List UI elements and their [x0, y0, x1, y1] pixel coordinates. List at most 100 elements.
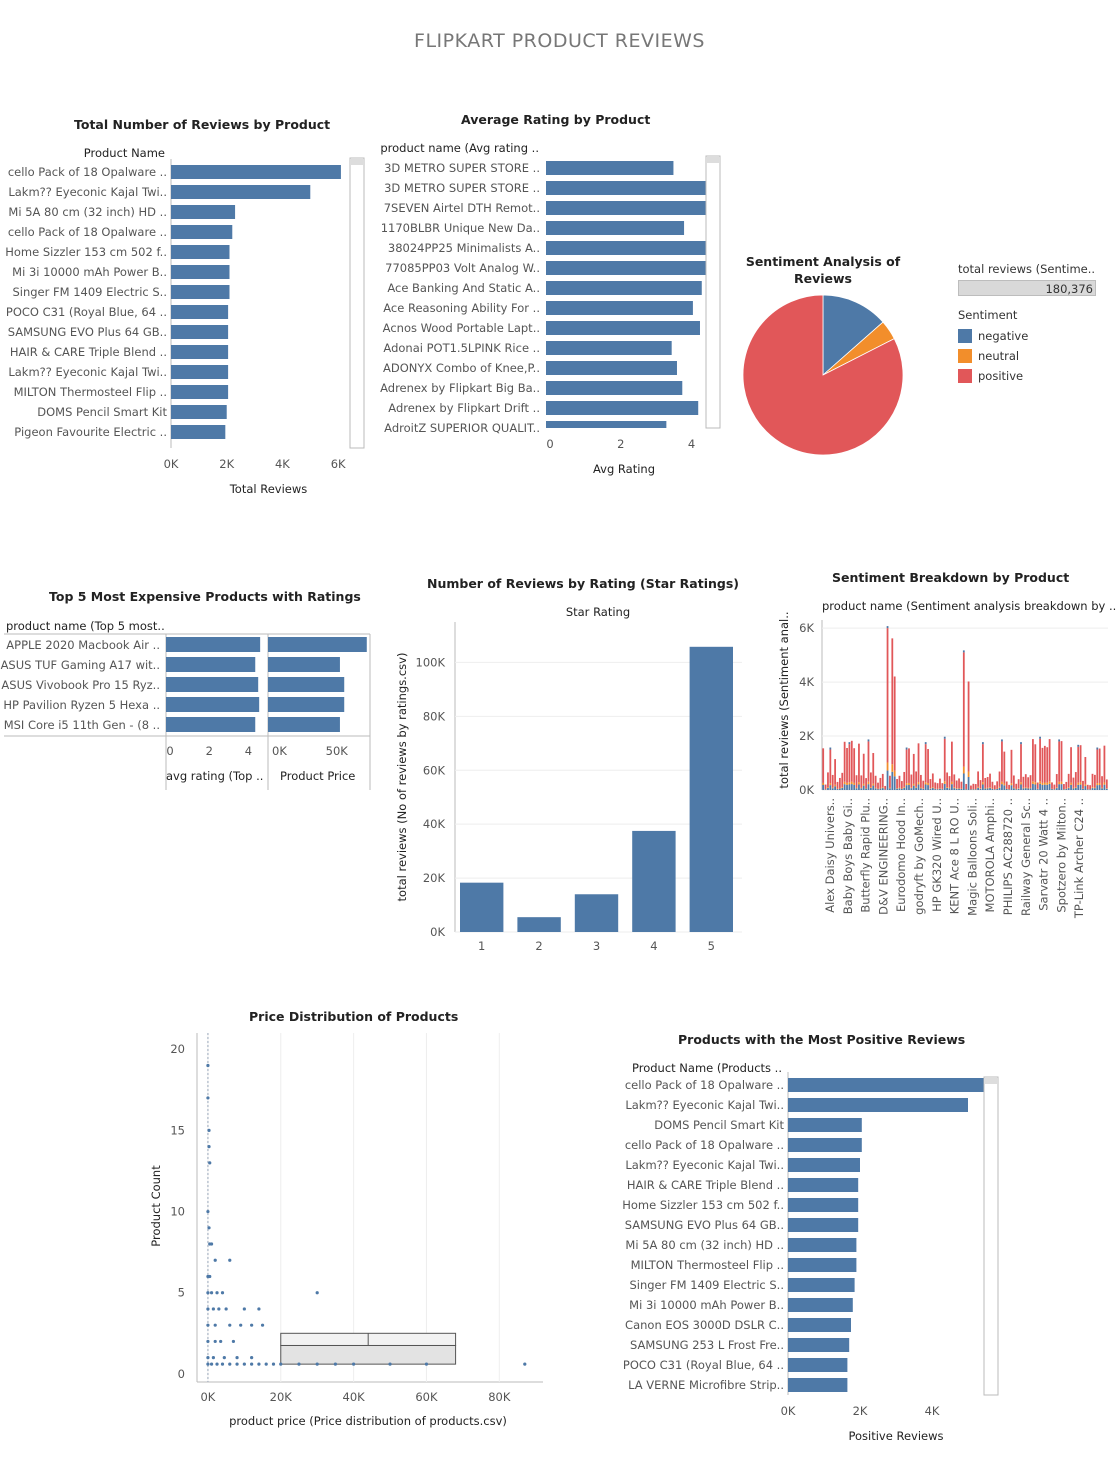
breakdown-bar-neutral	[912, 783, 915, 786]
breakdown-bar-positive	[824, 784, 827, 790]
breakdown-bar-neutral	[858, 782, 860, 785]
breakdown-bar-positive	[972, 783, 975, 789]
price-point	[208, 1161, 212, 1165]
breakdown-bar-negative	[1020, 784, 1022, 790]
total-reviews-x-tick-label: 6K	[331, 457, 346, 471]
star-y-tick-label: 100K	[416, 655, 446, 669]
avg-rating-bar	[546, 201, 709, 215]
breakdown-bar-neutral	[967, 771, 970, 777]
breakdown-bar-neutral	[881, 787, 884, 789]
breakdown-bar-negative	[1079, 784, 1082, 790]
total-reviews-bar	[171, 285, 230, 299]
breakdown-bar-negative	[915, 787, 918, 790]
breakdown-bar-neutral	[1101, 787, 1103, 789]
breakdown-bar-negative	[1058, 784, 1061, 790]
legend-item-neutral[interactable]: neutral	[958, 346, 1108, 366]
breakdown-bar-negative	[972, 789, 975, 790]
avg-rating-category-label: ADONYX Combo of Knee,P..	[383, 361, 540, 375]
total-reviews-category-label: MILTON Thermosteel Flip ..	[14, 385, 167, 399]
price-point	[213, 1339, 217, 1344]
breakdown-x-tick-label: Sarvatr 20 Watt 4 ..	[1037, 798, 1051, 911]
total-reviews-category-label: Pigeon Favourite Electric ..	[14, 425, 167, 439]
price-x-tick-label: 0K	[200, 1390, 215, 1404]
breakdown-x-tick-label: Magic Balloons Soli..	[965, 798, 979, 916]
breakdown-bar-neutral	[927, 783, 929, 786]
total-reviews-category-label: Mi 5A 80 cm (32 inch) HD ..	[8, 205, 167, 219]
breakdown-bar-positive	[1027, 777, 1030, 788]
breakdown-bar-neutral	[898, 787, 901, 789]
top5-category-label: APPLE 2020 Macbook Air ..	[6, 638, 160, 652]
breakdown-bar-neutral	[838, 787, 841, 789]
price-point	[388, 1362, 392, 1366]
breakdown-bar-negative	[889, 788, 891, 790]
total-reviews-scrollbar-thumb	[351, 159, 363, 165]
breakdown-bar-positive	[984, 777, 987, 788]
breakdown-bar-neutral	[958, 788, 960, 789]
breakdown-bar-neutral	[1012, 787, 1015, 789]
breakdown-bar-positive	[1041, 747, 1044, 783]
top5-x-tick-label: 4	[245, 744, 252, 758]
top5-x-axis-label: avg rating (Top ..	[166, 769, 263, 783]
most-positive-bar	[788, 1238, 857, 1252]
legend-swatch-neutral	[958, 349, 972, 363]
breakdown-bar-negative	[841, 787, 844, 790]
avg-rating-category-label: Adrenex by Flipkart Drift ..	[388, 401, 540, 415]
most-positive-bar	[788, 1338, 850, 1352]
breakdown-bar-neutral	[843, 781, 846, 785]
breakdown-bar-neutral	[929, 788, 932, 789]
avg-rating-scrollbar-thumb	[707, 157, 719, 163]
price-point	[257, 1307, 261, 1311]
price-point	[206, 1356, 210, 1360]
breakdown-bar-negative	[989, 788, 991, 790]
breakdown-x-tick-label: MOTOROLA Amphi..	[983, 798, 997, 912]
breakdown-y-tick-label: 0K	[799, 783, 814, 797]
breakdown-bar-negative	[898, 788, 901, 790]
avg-rating-category-label: Adrenex by Flipkart Big Ba..	[380, 381, 540, 395]
total-reviews-bar	[171, 265, 230, 279]
most-positive-bar	[788, 1078, 994, 1092]
breakdown-bar-positive	[905, 749, 908, 784]
breakdown-bar-negative	[1101, 788, 1103, 790]
breakdown-bar-neutral	[1032, 781, 1034, 784]
most-positive-category-label: Mi 5A 80 cm (32 inch) HD ..	[625, 1238, 784, 1252]
price-point	[215, 1362, 219, 1366]
legend-item-positive[interactable]: positive	[958, 366, 1108, 386]
breakdown-bar-positive	[958, 778, 960, 789]
total-reviews-scrollbar	[349, 157, 365, 449]
total-reviews-bar	[171, 425, 226, 439]
legend-item-negative[interactable]: negative	[958, 326, 1108, 346]
total-reviews-category-label: Mi 3i 10000 mAh Power B..	[12, 265, 167, 279]
breakdown-bar-negative	[955, 788, 958, 790]
breakdown-bar-neutral	[943, 781, 946, 784]
breakdown-bar-positive	[989, 773, 991, 788]
price-point	[215, 1291, 219, 1295]
breakdown-bar-negative	[939, 788, 941, 790]
breakdown-bar-positive	[1096, 749, 1099, 784]
avg-rating-category-label: Acnos Wood Portable Lapt..	[383, 321, 540, 335]
avg-rating-bar	[546, 281, 702, 295]
breakdown-bar-negative	[1067, 788, 1070, 790]
breakdown-bar-positive	[1072, 777, 1075, 788]
price-point	[224, 1307, 228, 1311]
price-point	[220, 1362, 225, 1366]
breakdown-bar-neutral	[1077, 782, 1080, 785]
breakdown-bar-positive	[946, 772, 949, 788]
avg-rating-category-label: AdroitZ SUPERIOR QUALIT..	[384, 421, 540, 435]
breakdown-bar-positive	[831, 774, 834, 788]
breakdown-bar-neutral	[1022, 787, 1025, 789]
most-positive-bar	[788, 1218, 859, 1232]
breakdown-bar-neutral	[893, 770, 896, 777]
top5-bar-rating	[166, 657, 256, 672]
breakdown-bar-positive	[936, 783, 939, 789]
breakdown-bar-neutral	[889, 787, 891, 789]
top5-bar-rating	[166, 637, 261, 652]
breakdown-x-header: product name (Sentiment analysis breakdo…	[822, 599, 1116, 613]
breakdown-bar-negative	[903, 787, 906, 790]
breakdown-x-tick-label: Butterfly Rapid Plu..	[859, 798, 873, 913]
total-reviews-category-label: Lakm?? Eyeconic Kajal Twi..	[8, 365, 167, 379]
total-reviews-category-label: Home Sizzler 153 cm 502 f..	[5, 245, 167, 259]
price-point	[206, 1096, 210, 1100]
breakdown-bar-positive	[924, 744, 927, 783]
breakdown-bar-positive	[874, 775, 877, 788]
avg-rating-category-header: product name (Avg rating ..	[380, 141, 539, 155]
